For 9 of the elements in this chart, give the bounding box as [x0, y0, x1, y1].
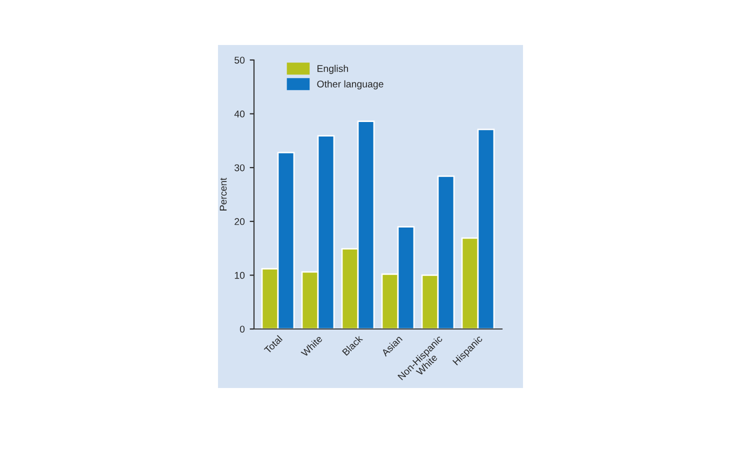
- y-tick-label: 40: [234, 110, 245, 118]
- y-tick-label: 30: [234, 164, 245, 172]
- y-tick-label: 50: [234, 56, 245, 64]
- legend-label: Other language: [317, 80, 384, 90]
- y-axis-title: Percent: [220, 178, 227, 210]
- y-tick-label: 20: [234, 218, 245, 226]
- legend-label: English: [318, 64, 348, 74]
- y-tick-label: 0: [240, 326, 245, 333]
- y-tick-label: 10: [234, 272, 245, 279]
